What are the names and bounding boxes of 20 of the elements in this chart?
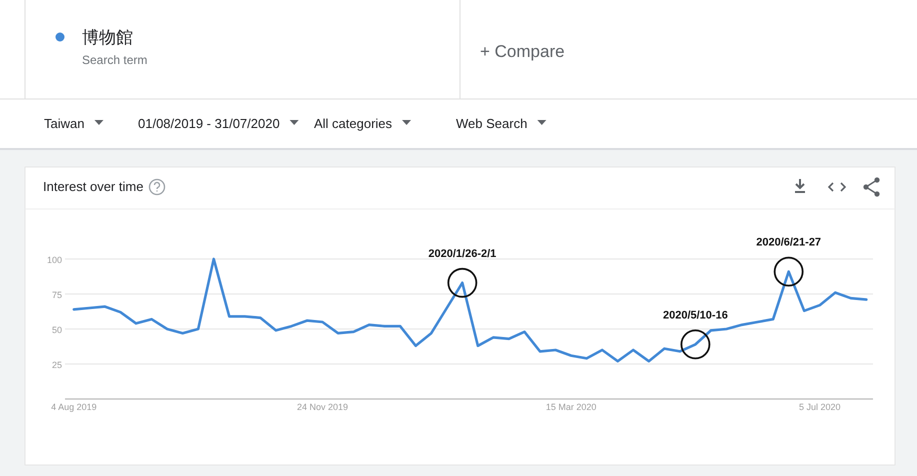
text: Taiwan	[44, 116, 84, 131]
chart-title: Interest over time	[43, 179, 144, 194]
legend-label: 博物館	[82, 28, 133, 47]
y-tick-label: 50	[52, 325, 62, 335]
y-tick-label: 100	[46, 255, 62, 265]
line-series	[72, 256, 868, 362]
y-tick-label: 25	[52, 360, 62, 370]
annotation: 2020/5/10-16	[662, 309, 728, 322]
text: All categories	[314, 116, 393, 131]
text: 01/08/2019 - 31/07/2020	[138, 116, 280, 131]
x-tick-label: 5 Jul 2020	[798, 402, 840, 412]
text: + Compare	[480, 42, 565, 61]
annotation: 2020/6/21-27	[756, 236, 822, 249]
x-tick-label: 24 Nov 2019	[296, 402, 348, 412]
text: Search term	[82, 53, 148, 67]
x-tick-label: 4 Aug 2019	[51, 402, 97, 412]
annotation: 2020/1/26-2/1	[428, 248, 496, 260]
x-tick-label: 15 Mar 2020	[546, 402, 596, 412]
text: Web Search	[456, 116, 528, 131]
y-tick-label: 75	[52, 290, 62, 300]
